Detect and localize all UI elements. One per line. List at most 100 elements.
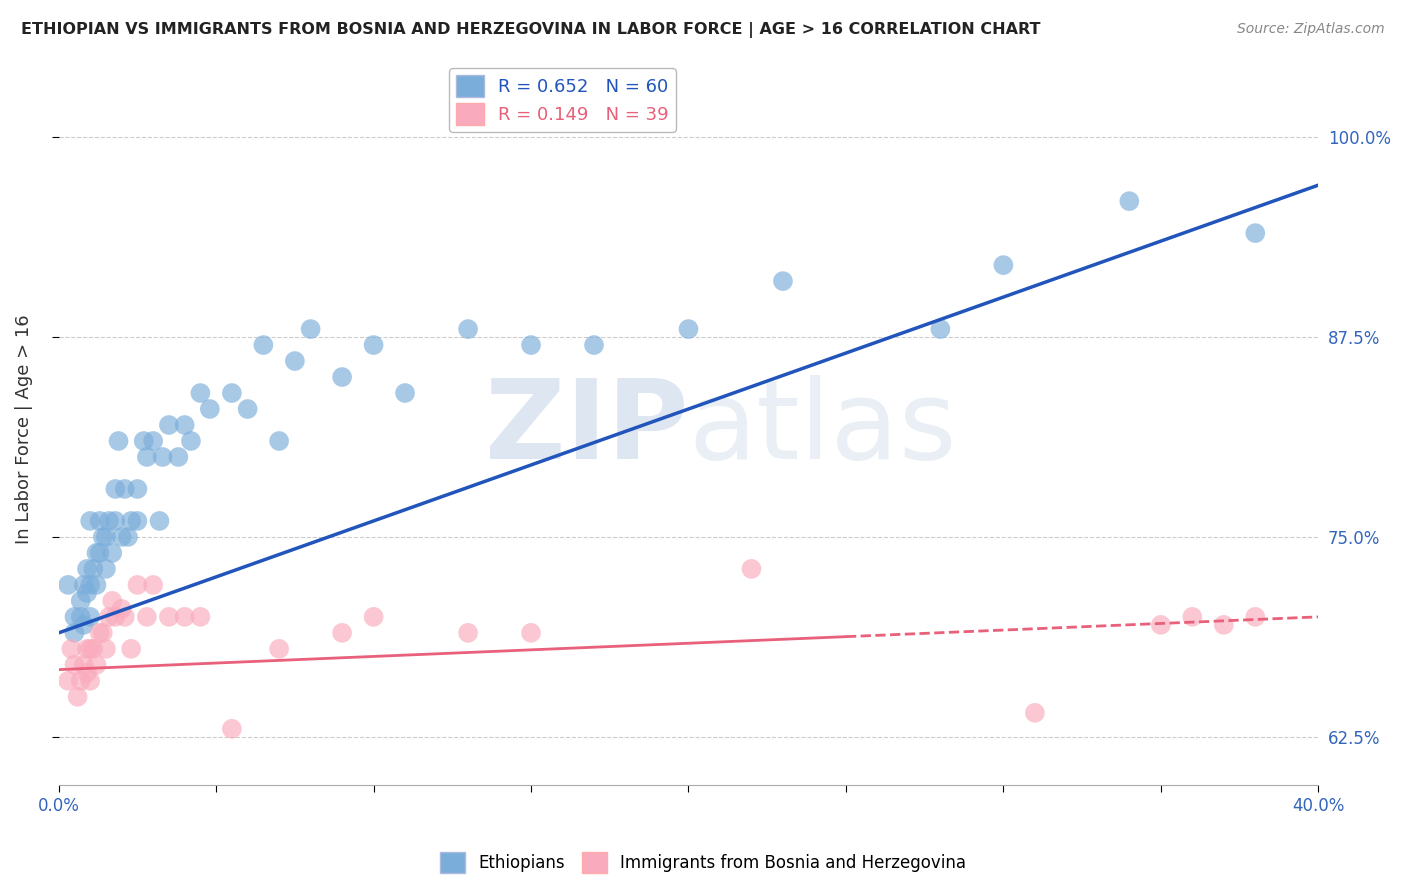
Point <box>198 402 221 417</box>
Point <box>117 530 139 544</box>
Point <box>82 562 104 576</box>
Point <box>86 657 108 672</box>
Point <box>330 625 353 640</box>
Point <box>993 258 1015 272</box>
Point <box>1118 194 1140 208</box>
Point <box>1212 618 1234 632</box>
Point <box>120 641 142 656</box>
Point <box>104 482 127 496</box>
Point <box>363 610 385 624</box>
Point <box>135 610 157 624</box>
Point <box>104 514 127 528</box>
Point <box>86 578 108 592</box>
Point <box>101 546 124 560</box>
Point <box>190 610 212 624</box>
Point <box>82 641 104 656</box>
Point <box>101 594 124 608</box>
Point <box>79 514 101 528</box>
Legend: Ethiopians, Immigrants from Bosnia and Herzegovina: Ethiopians, Immigrants from Bosnia and H… <box>433 846 973 880</box>
Point <box>91 625 114 640</box>
Point <box>394 386 416 401</box>
Point <box>89 625 111 640</box>
Point <box>111 530 134 544</box>
Point <box>457 322 479 336</box>
Point <box>89 514 111 528</box>
Point <box>63 625 86 640</box>
Point <box>79 641 101 656</box>
Point <box>929 322 952 336</box>
Point <box>63 657 86 672</box>
Point <box>1244 610 1267 624</box>
Point <box>167 450 190 464</box>
Point <box>520 338 543 352</box>
Point <box>56 673 79 688</box>
Point <box>678 322 700 336</box>
Text: ETHIOPIAN VS IMMIGRANTS FROM BOSNIA AND HERZEGOVINA IN LABOR FORCE | AGE > 16 CO: ETHIOPIAN VS IMMIGRANTS FROM BOSNIA AND … <box>21 22 1040 38</box>
Point <box>76 641 98 656</box>
Point <box>98 514 121 528</box>
Point <box>152 450 174 464</box>
Point <box>79 610 101 624</box>
Point <box>79 673 101 688</box>
Point <box>740 562 762 576</box>
Point <box>221 722 243 736</box>
Point <box>94 641 117 656</box>
Point <box>127 514 149 528</box>
Point <box>252 338 274 352</box>
Point <box>457 625 479 640</box>
Point <box>114 482 136 496</box>
Point <box>73 578 96 592</box>
Point <box>69 594 91 608</box>
Point <box>269 641 291 656</box>
Point <box>69 610 91 624</box>
Point <box>69 673 91 688</box>
Point <box>173 417 195 432</box>
Point <box>173 610 195 624</box>
Point <box>142 434 165 448</box>
Point <box>60 641 83 656</box>
Point <box>1244 226 1267 240</box>
Point <box>76 562 98 576</box>
Point <box>520 625 543 640</box>
Point <box>114 610 136 624</box>
Point <box>363 338 385 352</box>
Point <box>142 578 165 592</box>
Point <box>94 562 117 576</box>
Point <box>56 578 79 592</box>
Point <box>104 610 127 624</box>
Point <box>127 482 149 496</box>
Point <box>1150 618 1173 632</box>
Point <box>91 530 114 544</box>
Text: Source: ZipAtlas.com: Source: ZipAtlas.com <box>1237 22 1385 37</box>
Point <box>157 610 180 624</box>
Point <box>98 610 121 624</box>
Point <box>73 657 96 672</box>
Point <box>76 665 98 680</box>
Point <box>284 354 307 368</box>
Point <box>180 434 202 448</box>
Point <box>66 690 89 704</box>
Point <box>63 610 86 624</box>
Point <box>1024 706 1046 720</box>
Point <box>73 618 96 632</box>
Point <box>148 514 170 528</box>
Point <box>120 514 142 528</box>
Point <box>127 578 149 592</box>
Point <box>221 386 243 401</box>
Point <box>89 546 111 560</box>
Point <box>772 274 794 288</box>
Point <box>132 434 155 448</box>
Point <box>330 370 353 384</box>
Point <box>94 530 117 544</box>
Point <box>86 546 108 560</box>
Point <box>582 338 605 352</box>
Point <box>269 434 291 448</box>
Point <box>157 417 180 432</box>
Point <box>299 322 322 336</box>
Point <box>135 450 157 464</box>
Text: atlas: atlas <box>689 376 957 483</box>
Point <box>76 586 98 600</box>
Point <box>190 386 212 401</box>
Point <box>79 578 101 592</box>
Y-axis label: In Labor Force | Age > 16: In Labor Force | Age > 16 <box>15 314 32 544</box>
